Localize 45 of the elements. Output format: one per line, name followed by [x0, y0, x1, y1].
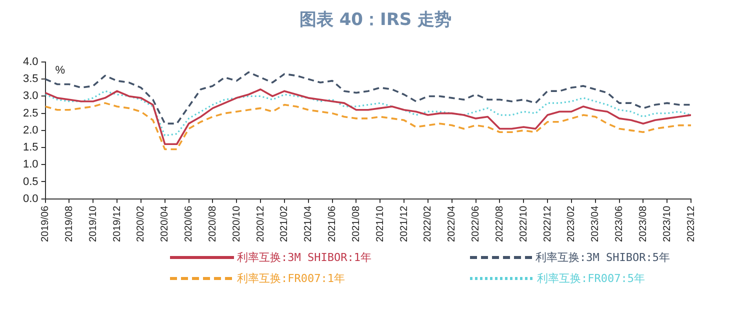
chart-title: 图表 40：IRS 走势	[298, 9, 453, 31]
y-tick-label: 4.0	[22, 56, 38, 68]
x-tick-label: 2021/08	[350, 205, 362, 242]
x-tick-label: 2022/12	[542, 205, 554, 242]
text: 利率互换:FR007:1年	[237, 271, 345, 286]
y-tick-label: 2.0	[22, 124, 38, 136]
x-tick-label: 2021/04	[303, 205, 314, 242]
x-tick-label: 2022/04	[446, 205, 458, 242]
x-tick-label: 2019/08	[64, 205, 75, 242]
x-tick-label: 2021/06	[327, 205, 338, 242]
x-tick-label: 2019/10	[88, 205, 99, 242]
y-tick-label: 1.0	[22, 158, 38, 171]
x-tick-label: 2023/06	[614, 205, 626, 242]
x-tick-label: 2022/06	[470, 205, 482, 242]
y-tick-label: 3.5	[22, 73, 38, 86]
x-tick-label: 2020/08	[207, 205, 218, 242]
x-tick-label: 2023/12	[686, 205, 697, 242]
y-axis-title: %	[55, 64, 66, 77]
x-tick-label: 2022/10	[518, 205, 530, 242]
text: 利率互换:FR007:5年	[537, 271, 645, 286]
line-series	[45, 90, 691, 136]
y-tick-label: 2.5	[22, 107, 38, 120]
y-tick-label: 3.0	[22, 90, 38, 102]
x-tick-label: 2021/12	[398, 205, 410, 242]
y-tick-label: 0.0	[22, 192, 38, 205]
x-tick-label: 2020/12	[255, 205, 266, 242]
text: 利率互换:3M SHIBOR:5年	[536, 250, 670, 265]
x-tick-label: 2022/08	[494, 205, 506, 242]
x-tick-label: 2021/10	[374, 205, 386, 242]
line-series	[45, 102, 691, 150]
y-tick-label: 0.5	[22, 176, 38, 188]
x-tick-label: 2020/10	[231, 205, 242, 242]
x-tick-label: 2019/06	[40, 205, 52, 242]
x-tick-label: 2019/12	[112, 205, 123, 242]
x-tick-label: 2022/02	[422, 205, 434, 242]
x-tick-label: 2023/02	[566, 205, 578, 242]
x-tick-label: 2020/06	[184, 205, 195, 242]
x-tick-label: 2020/02	[136, 205, 147, 242]
x-tick-label: 2023/04	[590, 205, 602, 242]
x-tick-label: 2023/10	[662, 205, 673, 242]
x-tick-label: 2023/08	[638, 205, 649, 242]
y-tick-label: 1.5	[22, 142, 38, 154]
text: 利率互换:3M SHIBOR:1年	[237, 250, 372, 265]
x-tick-label: 2020/04	[160, 205, 171, 242]
x-tick-label: 2021/02	[279, 205, 290, 242]
